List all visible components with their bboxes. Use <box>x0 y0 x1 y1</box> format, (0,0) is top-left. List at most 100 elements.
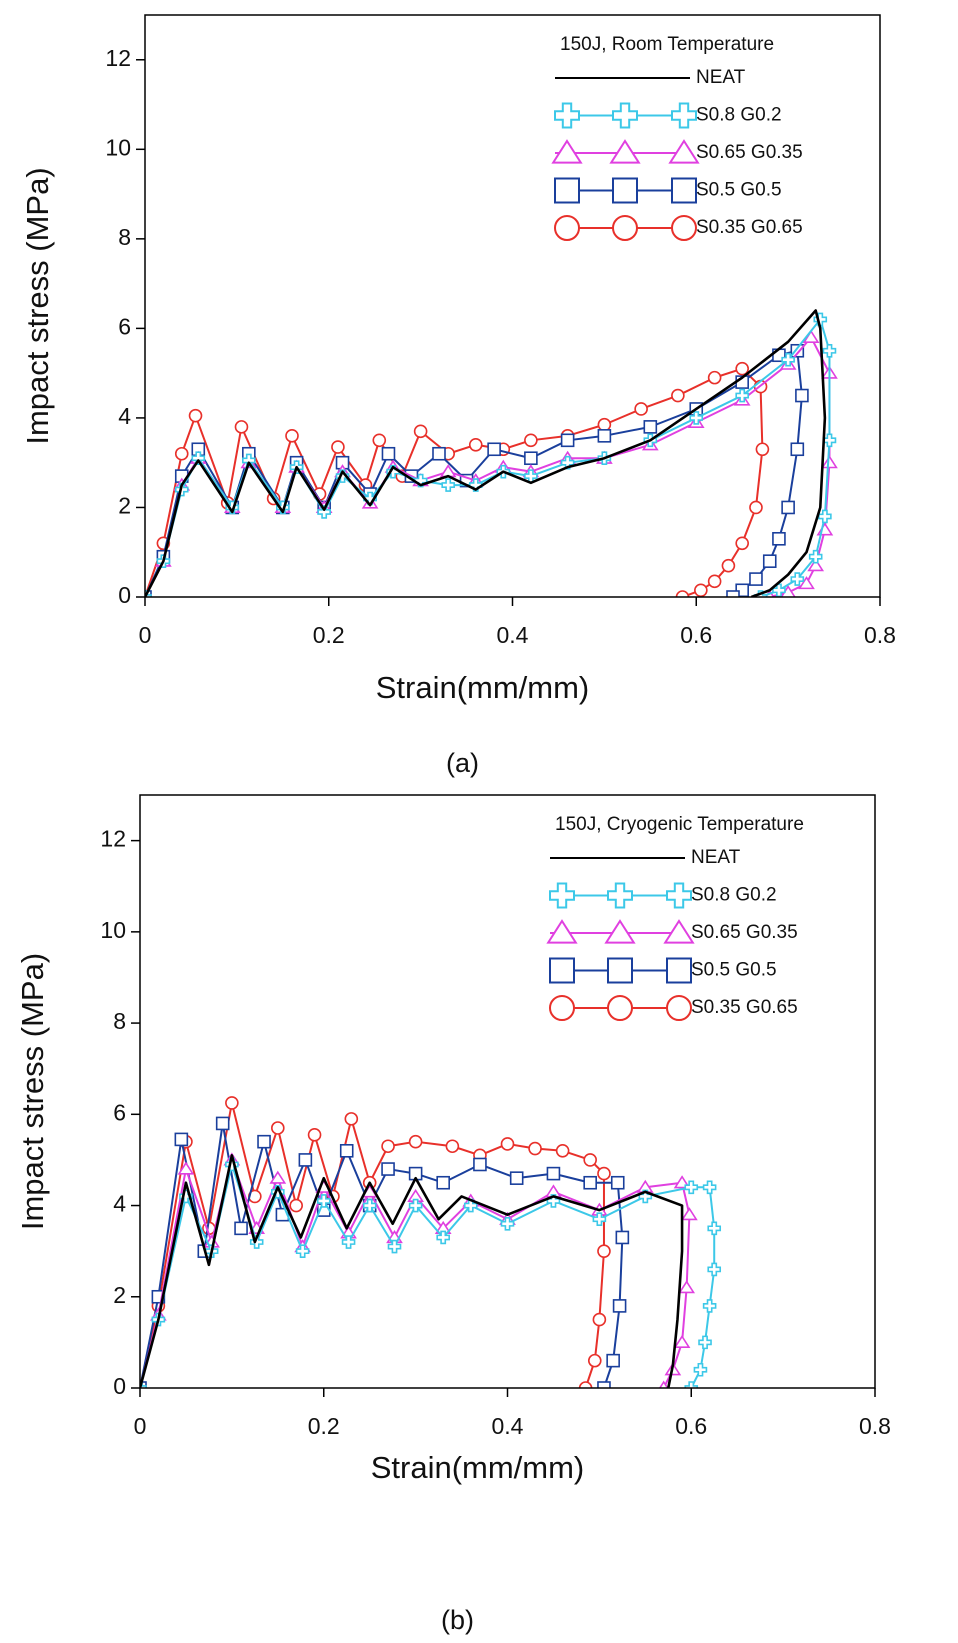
y-tick-label: 6 <box>113 1099 126 1125</box>
marker <box>413 424 428 439</box>
marker <box>721 558 736 573</box>
marker <box>597 1381 611 1388</box>
y-axis-label: Impact stress (MPa) <box>20 167 55 444</box>
marker <box>689 411 704 425</box>
marker <box>707 1221 722 1236</box>
marker <box>707 370 722 385</box>
marker <box>607 957 633 984</box>
marker <box>726 590 740 597</box>
marker <box>413 473 428 488</box>
legend-label: S0.35 G0.65 <box>696 217 803 238</box>
legend-label: S0.8 G0.2 <box>691 885 777 906</box>
marker <box>772 531 786 546</box>
marker <box>822 343 837 358</box>
marker <box>554 177 580 204</box>
marker <box>735 536 749 551</box>
marker <box>612 1299 627 1313</box>
legend-label: S0.65 G0.35 <box>696 142 803 163</box>
marker <box>671 102 697 129</box>
marker <box>468 478 483 492</box>
legend-label: S0.65 G0.35 <box>691 922 798 943</box>
marker <box>468 437 483 452</box>
marker <box>381 446 396 461</box>
marker <box>249 1235 264 1249</box>
marker <box>549 995 575 1021</box>
marker <box>487 442 501 457</box>
marker <box>408 1134 423 1149</box>
legend-label: S0.35 G0.65 <box>691 997 798 1018</box>
marker <box>509 1171 524 1185</box>
marker <box>463 1198 478 1213</box>
marker <box>673 1334 691 1348</box>
marker <box>592 1212 607 1227</box>
marker <box>500 1216 515 1231</box>
marker <box>583 1175 597 1190</box>
marker <box>663 919 695 944</box>
legend-label: S0.8 G0.2 <box>696 105 782 126</box>
marker <box>549 957 575 984</box>
series <box>145 343 809 597</box>
marker <box>341 1235 356 1249</box>
marker <box>666 957 692 984</box>
x-axis-label: Strain(mm/mm) <box>371 1450 585 1485</box>
marker <box>818 509 832 524</box>
marker <box>597 417 612 432</box>
x-tick-label: 0.4 <box>492 1413 524 1439</box>
marker <box>612 102 638 129</box>
marker <box>643 420 658 434</box>
marker <box>707 574 722 589</box>
y-tick-label: 12 <box>100 826 126 852</box>
y-tick-label: 10 <box>100 917 126 943</box>
marker <box>307 1128 322 1142</box>
marker <box>174 446 189 461</box>
y-tick-label: 10 <box>105 134 131 160</box>
marker <box>666 995 692 1021</box>
marker <box>597 1244 611 1258</box>
legend-label: S0.5 G0.5 <box>696 180 782 201</box>
legend-label: S0.5 G0.5 <box>691 960 777 981</box>
marker <box>583 1153 597 1167</box>
marker <box>795 388 809 403</box>
series <box>145 309 827 597</box>
marker <box>790 572 805 586</box>
marker <box>678 1280 696 1294</box>
marker <box>174 1132 189 1147</box>
y-tick-label: 8 <box>113 1008 126 1034</box>
marker <box>381 1162 395 1176</box>
marker <box>668 139 700 164</box>
x-tick-label: 0.8 <box>859 1413 891 1439</box>
y-tick-label: 12 <box>105 45 131 71</box>
marker <box>707 1262 722 1277</box>
legend-label: NEAT <box>696 67 746 88</box>
marker <box>524 451 538 466</box>
marker <box>546 1166 561 1181</box>
marker <box>807 558 825 572</box>
legend-title: 150J, Room Temperature <box>560 34 774 55</box>
marker <box>755 442 770 457</box>
marker <box>177 1161 195 1175</box>
marker <box>781 352 795 367</box>
series <box>140 1116 630 1388</box>
marker <box>269 1170 287 1184</box>
marker <box>225 1096 239 1110</box>
x-tick-label: 0.2 <box>308 1413 340 1439</box>
marker <box>702 1180 717 1195</box>
marker <box>684 1381 699 1388</box>
series <box>140 1154 684 1388</box>
marker <box>445 1139 460 1154</box>
marker <box>140 1381 147 1388</box>
x-tick-label: 0 <box>139 622 152 648</box>
x-tick-label: 0.4 <box>497 622 529 648</box>
marker <box>362 1198 377 1213</box>
marker <box>597 429 612 443</box>
series-line <box>140 1154 684 1388</box>
legend-title: 150J, Cryogenic Temperature <box>555 814 804 835</box>
marker <box>808 549 823 564</box>
marker <box>798 576 815 590</box>
marker <box>813 312 828 327</box>
y-tick-label: 0 <box>118 582 131 608</box>
x-tick-label: 0.6 <box>680 622 712 648</box>
marker <box>587 1353 602 1368</box>
marker <box>271 1121 285 1135</box>
